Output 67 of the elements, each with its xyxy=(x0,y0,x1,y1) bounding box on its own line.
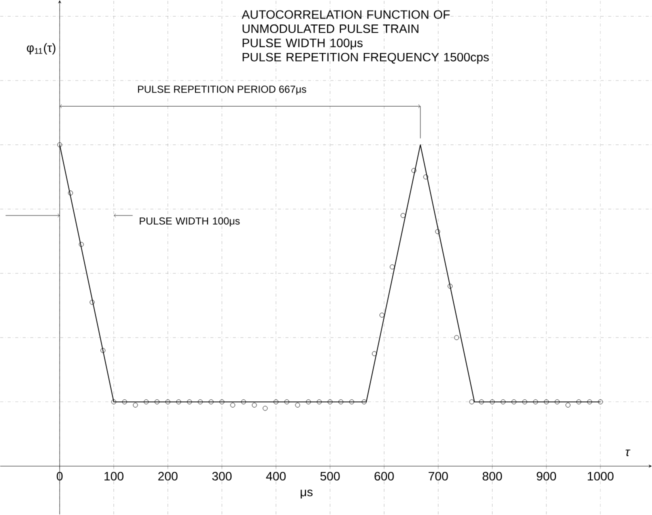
point xyxy=(349,400,354,405)
x-tick-label: 400 xyxy=(266,472,286,481)
x-axis-title: μs xyxy=(300,490,313,499)
point xyxy=(328,400,332,405)
point xyxy=(544,400,549,405)
point xyxy=(154,400,160,405)
point xyxy=(241,400,246,405)
point xyxy=(187,400,192,405)
point xyxy=(165,400,170,405)
point xyxy=(78,242,84,248)
point xyxy=(390,264,395,270)
point xyxy=(100,348,106,354)
point xyxy=(68,190,73,196)
point xyxy=(362,400,367,405)
point xyxy=(176,400,182,405)
text: PULSE REPETITION FREQUENCY 1500cps xyxy=(242,53,489,64)
point xyxy=(306,400,311,405)
x-tick-label: 100 xyxy=(104,472,124,481)
point xyxy=(198,400,203,405)
point xyxy=(111,400,116,405)
chart-title: AUTOCORRELATION FUNCTION OF UNMODULATED PULSE TRAIN xyxy=(242,10,450,34)
point xyxy=(219,400,224,405)
point xyxy=(208,400,214,405)
point xyxy=(479,400,484,405)
point xyxy=(122,400,128,405)
x-tick-label: 200 xyxy=(158,472,178,481)
point xyxy=(490,400,495,405)
annotation: PULSE WIDTH 100μs xyxy=(140,218,240,227)
point xyxy=(587,400,592,405)
point xyxy=(144,400,149,405)
point xyxy=(90,300,95,305)
x-tick-label: 1000 xyxy=(588,472,614,481)
point xyxy=(554,400,560,405)
point xyxy=(411,168,416,174)
x-tick-label: 800 xyxy=(482,472,502,481)
point xyxy=(511,400,516,405)
point xyxy=(274,400,278,405)
point xyxy=(372,351,377,356)
x-tick-label: 300 xyxy=(212,472,232,481)
point xyxy=(566,402,570,408)
point xyxy=(454,335,460,340)
point xyxy=(338,400,344,405)
x-tick-label: 500 xyxy=(320,472,340,481)
point xyxy=(522,400,528,405)
text: φ$_{11}$(τ) xyxy=(26,43,56,55)
point xyxy=(262,406,268,411)
point xyxy=(576,400,582,405)
x-tick-label: 900 xyxy=(536,472,556,481)
point xyxy=(132,402,138,408)
point xyxy=(316,400,322,405)
point xyxy=(284,400,290,405)
annotation: τ xyxy=(626,450,630,456)
x-tick-label: 700 xyxy=(428,472,448,481)
point xyxy=(380,312,384,318)
point xyxy=(252,402,257,408)
point xyxy=(448,284,453,289)
point xyxy=(295,402,300,408)
point xyxy=(500,400,506,405)
point xyxy=(230,402,236,408)
x-tick-label: 600 xyxy=(374,472,394,481)
point xyxy=(533,400,538,405)
point xyxy=(423,174,428,180)
point xyxy=(400,213,406,218)
text: PULSE REPETITION PERIOD 667μs xyxy=(138,86,306,95)
point xyxy=(435,229,440,234)
chart-subtitle: PULSE WIDTH 100μs xyxy=(242,38,363,50)
point xyxy=(469,400,474,405)
